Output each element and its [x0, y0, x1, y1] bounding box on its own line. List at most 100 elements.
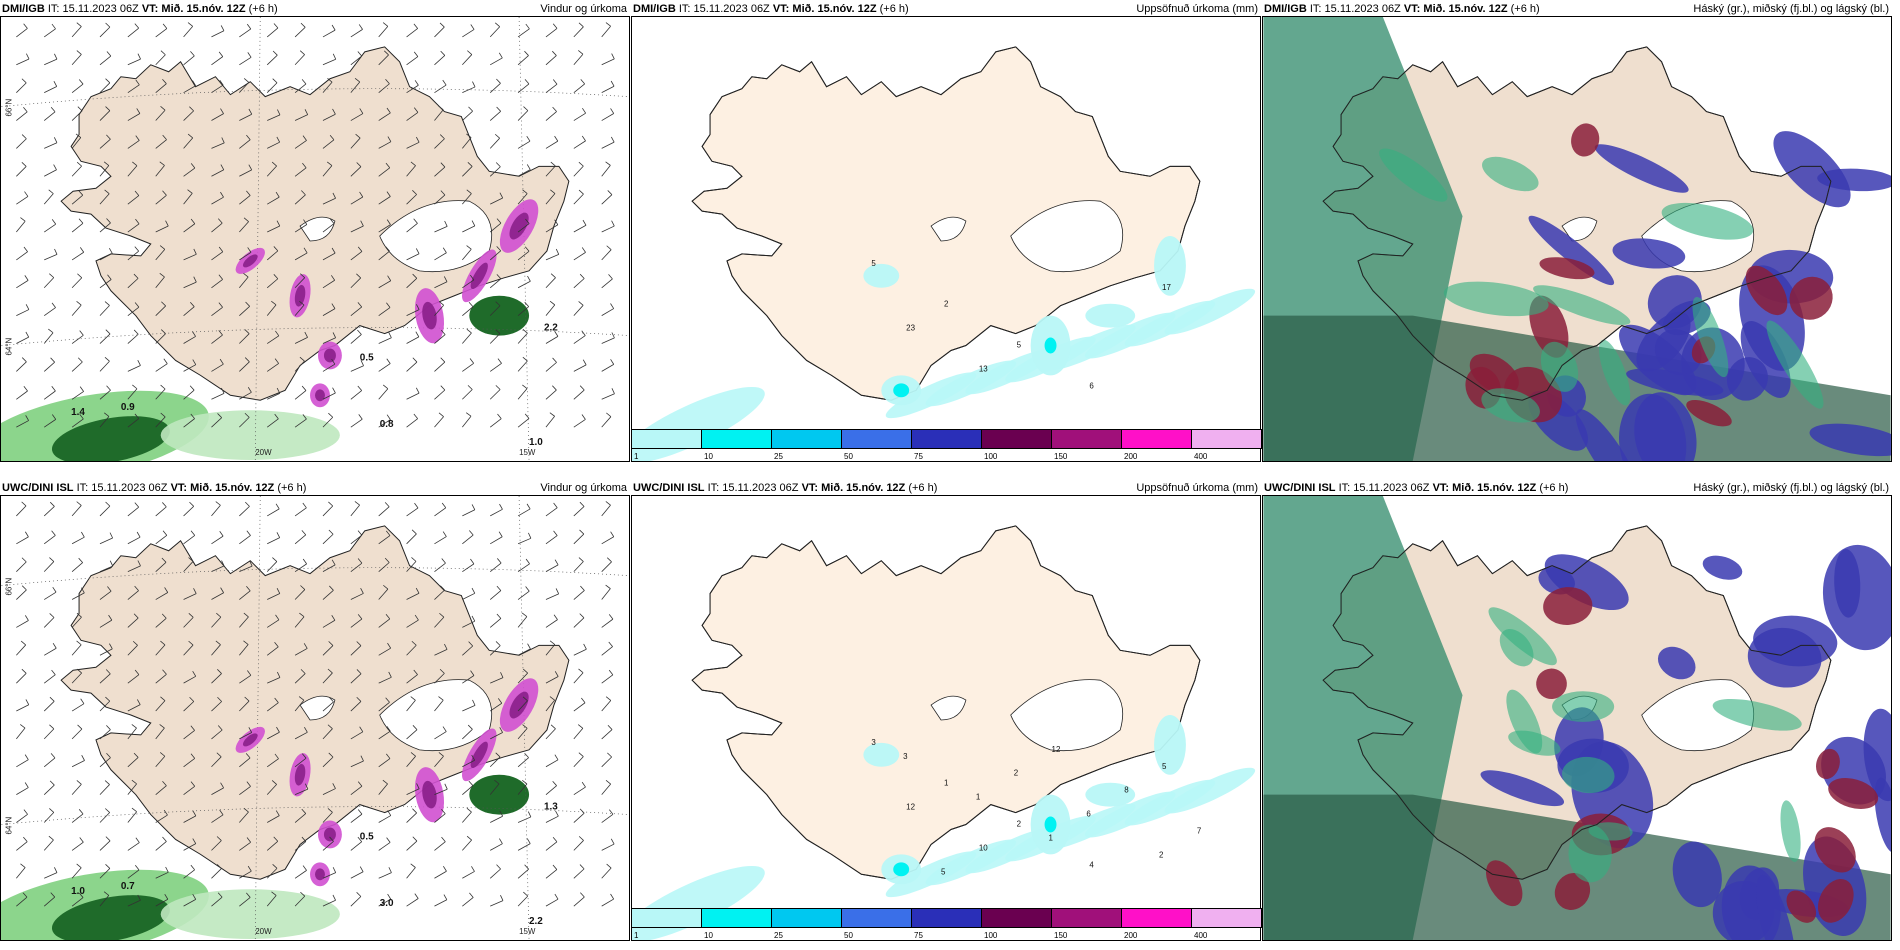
precip-contour-label: 12 — [906, 803, 915, 812]
colorbar-swatch — [982, 430, 1052, 448]
grid-label: 15W — [519, 927, 536, 936]
wind-value-label: 1.0 — [71, 886, 85, 897]
grid-label: 15W — [519, 448, 536, 457]
colorbar-swatch — [842, 909, 912, 927]
colorbar-tick: 10 — [704, 931, 713, 940]
panel-title: Vindur og úrkoma — [540, 482, 627, 494]
colorbar-tick: 150 — [1054, 931, 1068, 940]
grid-label: 64°N — [4, 337, 13, 355]
precip-contour-label: 5 — [1017, 341, 1022, 350]
precip-contour-label: 5 — [941, 867, 946, 876]
wind-value-label: 2.2 — [529, 916, 543, 927]
run-info: UWC/DINI ISL IT: 15.11.2023 06Z VT: Mið.… — [2, 482, 307, 494]
panel-uwc-cloud: UWC/DINI ISL IT: 15.11.2023 06Z VT: Mið.… — [1262, 482, 1892, 941]
panel-title: Uppsöfnuð úrkoma (mm) — [1136, 3, 1258, 15]
precip-contour-label: 5 — [871, 259, 876, 268]
grid-label: 64°N — [4, 816, 13, 834]
wind-value-label: 0.7 — [121, 881, 135, 892]
precip-contour-label: 13 — [979, 364, 988, 373]
colorbar-swatch — [1122, 909, 1192, 927]
colorbar-tick: 25 — [774, 931, 783, 940]
precip-contour-label: 2 — [944, 300, 949, 309]
colorbar-tick: 1 — [634, 452, 639, 461]
colorbar-swatch — [1192, 430, 1262, 448]
colorbar-swatch — [772, 430, 842, 448]
colorbar-swatch — [702, 909, 772, 927]
colorbar-swatch — [632, 430, 702, 448]
colorbar-tick: 200 — [1124, 452, 1138, 461]
colorbar-swatch — [912, 909, 982, 927]
panel-title: Vindur og úrkoma — [540, 3, 627, 15]
panel-uwc-wind: 1.0 0.7 3.0 2.2 1.3 0.5 66°N 64°N 20W 15W UWC/DINI… — [0, 482, 630, 941]
colorbar-swatch — [772, 909, 842, 927]
panel-header: UWC/DINI ISL IT: 15.11.2023 06Z VT: Mið.… — [1, 480, 631, 496]
colorbar-tick: 400 — [1194, 931, 1208, 940]
precip-contour-label: 7 — [1197, 826, 1202, 835]
precip-contour-label: 1 — [1049, 833, 1054, 842]
colorbar-tick: 50 — [844, 452, 853, 461]
precip-contour-label: 23 — [906, 324, 915, 333]
panel-dmi-wind: 1.4 0.9 0.8 1.0 2.2 0.5 66°N 64°N 20W 15W DMI/IGB … — [0, 3, 630, 462]
run-info: DMI/IGB IT: 15.11.2023 06Z VT: Mið. 15.n… — [2, 3, 278, 15]
colorbar-tick: 100 — [984, 931, 998, 940]
wind-value-label: 1.3 — [544, 802, 558, 813]
run-info: UWC/DINI ISL IT: 15.11.2023 06Z VT: Mið.… — [633, 482, 938, 494]
run-info: DMI/IGB IT: 15.11.2023 06Z VT: Mið. 15.n… — [633, 3, 909, 15]
precip-contour-label: 4 — [1089, 860, 1094, 869]
panel-header: DMI/IGB IT: 15.11.2023 06Z VT: Mið. 15.n… — [1, 1, 631, 17]
precip-contour-label: 6 — [1089, 381, 1094, 390]
colorbar-tick: 200 — [1124, 931, 1138, 940]
panel-header: UWC/DINI ISL IT: 15.11.2023 06Z VT: Mið.… — [1263, 480, 1893, 496]
precip-contour-label: 1 — [944, 779, 949, 788]
colorbar-tick: 75 — [914, 452, 923, 461]
precip-contour-label: 6 — [1086, 810, 1091, 819]
colorbar-swatch — [842, 430, 912, 448]
precip-contour-label: 2 — [1017, 820, 1022, 829]
colorbar-swatch — [632, 909, 702, 927]
colorbar-swatch — [1122, 430, 1192, 448]
run-info: DMI/IGB IT: 15.11.2023 06Z VT: Mið. 15.n… — [1264, 3, 1540, 15]
colorbar-swatch — [982, 909, 1052, 927]
panel-title: Háský (gr.), miðský (fj.bl.) og lágský (… — [1693, 482, 1889, 494]
precip-colorbar — [632, 908, 1262, 928]
panel-dmi-cloud: DMI/IGB IT: 15.11.2023 06Z VT: Mið. 15.n… — [1262, 3, 1892, 462]
precip-contour-label: 10 — [979, 843, 988, 852]
panel-uwc-precip: 3 1 2 4 5 12 10 12 8 7 5 2 6 2 3 1 1 1 10 25 50 75 100 150 200 40… — [631, 482, 1262, 941]
colorbar-tick: 100 — [984, 452, 998, 461]
grid-label: 20W — [255, 448, 272, 457]
precip-colorbar — [632, 429, 1262, 449]
wind-value-label: 3.0 — [380, 898, 394, 909]
grid-label: 66°N — [4, 578, 13, 596]
grid-label: 66°N — [4, 99, 13, 117]
wind-value-label: 0.5 — [360, 831, 374, 842]
precip-contour-label: 1 — [976, 793, 981, 802]
colorbar-tick: 50 — [844, 931, 853, 940]
colorbar-tick: 1 — [634, 931, 639, 940]
wind-value-label: 0.8 — [380, 419, 394, 430]
panel-title: Uppsöfnuð úrkoma (mm) — [1136, 482, 1258, 494]
panel-title: Háský (gr.), miðský (fj.bl.) og lágský (… — [1693, 3, 1889, 15]
wind-value-label: 2.2 — [544, 323, 558, 334]
colorbar-tick: 75 — [914, 931, 923, 940]
wind-value-label: 1.0 — [529, 437, 543, 448]
panel-dmi-precip: 5 2 5 6 17 23 13 1 10 25 50 75 100 150 200 400 DMI/IGB I… — [631, 3, 1262, 462]
colorbar-tick: 10 — [704, 452, 713, 461]
precip-contour-label: 3 — [871, 738, 876, 747]
panel-header: DMI/IGB IT: 15.11.2023 06Z VT: Mið. 15.n… — [1263, 1, 1893, 17]
precip-contour-label: 2 — [1014, 769, 1019, 778]
precip-contour-label: 2 — [1159, 850, 1164, 859]
precip-contour-label: 17 — [1162, 283, 1171, 292]
colorbar-tick: 150 — [1054, 452, 1068, 461]
precip-contour-label: 5 — [1162, 762, 1167, 771]
wind-value-label: 0.9 — [121, 402, 135, 413]
colorbar-tick: 25 — [774, 452, 783, 461]
wind-value-label: 1.4 — [71, 407, 85, 418]
grid-label: 20W — [255, 927, 272, 936]
precip-contour-label: 3 — [903, 752, 908, 761]
precip-contour-label: 12 — [1052, 745, 1061, 754]
wind-value-label: 0.5 — [360, 352, 374, 363]
panel-header: UWC/DINI ISL IT: 15.11.2023 06Z VT: Mið.… — [632, 480, 1262, 496]
colorbar-swatch — [1052, 909, 1122, 927]
colorbar-swatch — [1192, 909, 1262, 927]
colorbar-swatch — [702, 430, 772, 448]
